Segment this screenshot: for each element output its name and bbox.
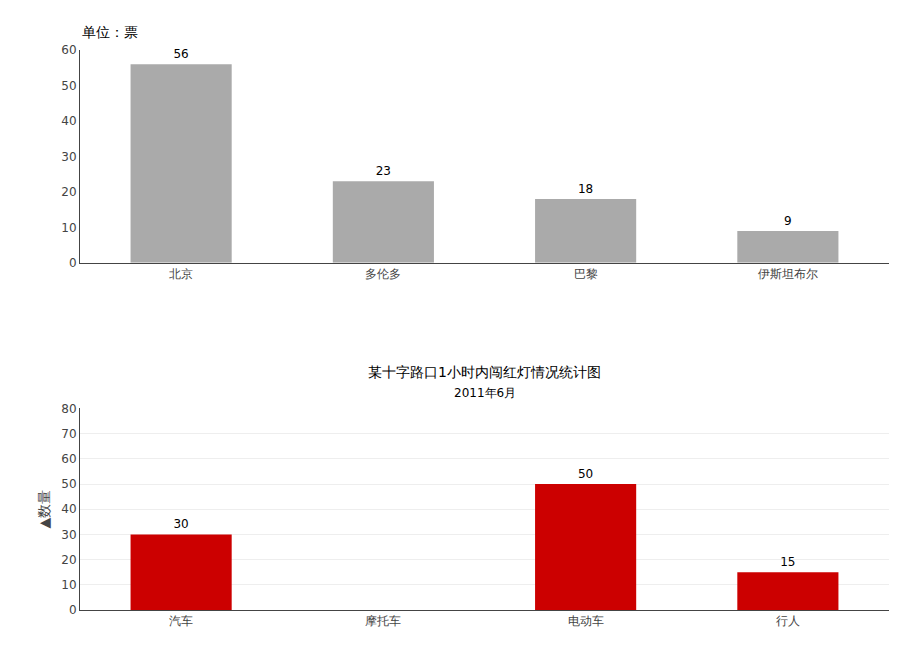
svg-text:20: 20 [61,185,76,199]
svg-text:23: 23 [376,164,391,178]
svg-text:9: 9 [784,214,792,228]
svg-text:▲数量: ▲数量 [36,490,52,529]
svg-text:某十字路口1小时内闯红灯情况统计图: 某十字路口1小时内闯红灯情况统计图 [368,364,601,380]
svg-text:北京: 北京 [169,267,193,281]
svg-text:30: 30 [173,517,188,531]
svg-text:40: 40 [61,114,76,128]
svg-text:30: 30 [61,528,76,542]
svg-text:40: 40 [61,502,76,516]
svg-text:60: 60 [61,43,76,57]
svg-text:2011年6月: 2011年6月 [454,386,516,400]
svg-text:摩托车: 摩托车 [365,614,401,628]
svg-text:50: 50 [578,467,593,481]
svg-text:15: 15 [780,555,795,569]
svg-text:0: 0 [69,256,77,270]
svg-text:0: 0 [69,603,77,617]
svg-text:18: 18 [578,182,593,196]
svg-text:56: 56 [173,47,188,61]
svg-text:70: 70 [61,427,76,441]
svg-text:电动车: 电动车 [568,614,604,628]
svg-text:伊斯坦布尔: 伊斯坦布尔 [758,267,818,281]
svg-text:10: 10 [61,578,76,592]
svg-text:50: 50 [61,477,76,491]
svg-text:80: 80 [61,402,76,416]
svg-text:30: 30 [61,150,76,164]
svg-text:50: 50 [61,79,76,93]
svg-text:20: 20 [61,553,76,567]
svg-text:多伦多: 多伦多 [365,267,401,281]
svg-text:60: 60 [61,452,76,466]
svg-text:汽车: 汽车 [169,614,193,628]
svg-text:行人: 行人 [776,614,800,628]
svg-text:巴黎: 巴黎 [574,267,598,281]
svg-text:单位：票: 单位：票 [82,24,138,40]
svg-text:10: 10 [61,221,76,235]
